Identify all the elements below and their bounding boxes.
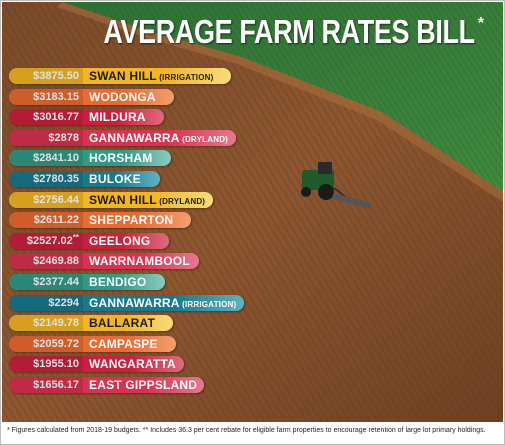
category-label: HORSHAM xyxy=(89,150,152,166)
category-label: GANNAWARRA (IRRIGATION) xyxy=(89,295,236,311)
value-text: $1955.10 xyxy=(33,358,79,371)
category-label: SWAN HILL (DRYLAND) xyxy=(89,192,205,208)
category-qualifier: (IRRIGATION) xyxy=(156,73,214,82)
value-label: $2756.44 xyxy=(9,191,83,208)
value-label: $1656.17 xyxy=(9,377,83,393)
category-label: BALLARAT xyxy=(89,315,155,331)
value-label: $2149.78 xyxy=(9,315,83,332)
category-label: GANNAWARRA (DRYLAND) xyxy=(89,130,228,146)
category-label: SWAN HILL (IRRIGATION) xyxy=(89,68,213,84)
category-text: WARRNAMBOOL xyxy=(89,254,190,269)
value-text: $2878 xyxy=(48,131,79,144)
category-text: BENDIGO xyxy=(89,275,147,289)
category-text: GANNAWARRA xyxy=(89,130,180,145)
category-text: CAMPASPE xyxy=(89,336,158,351)
category-text: BULOKE xyxy=(89,172,141,186)
value-text: $2780.35 xyxy=(33,173,79,185)
value-text: $2059.72 xyxy=(33,337,79,350)
value-text: $2756.44 xyxy=(33,193,79,206)
value-label: $2841.10 xyxy=(9,150,83,167)
value-text: $3183.15 xyxy=(33,90,79,103)
category-text: SWAN HILL xyxy=(89,192,157,207)
category-label: WANGARATTA xyxy=(89,356,176,372)
value-text: $2469.88 xyxy=(33,255,79,268)
category-qualifier: (DRYLAND) xyxy=(179,134,229,144)
category-label: EAST GIPPSLAND xyxy=(89,377,197,393)
category-text: SHEPPARTON xyxy=(89,213,174,228)
category-text: WODONGA xyxy=(89,89,156,104)
category-text: HORSHAM xyxy=(89,151,153,166)
category-qualifier: (IRRIGATION) xyxy=(179,299,237,309)
value-footnote-marker: ** xyxy=(72,232,79,242)
category-text: SWAN HILL xyxy=(89,69,157,83)
category-label: WARRNAMBOOL xyxy=(89,253,190,269)
category-label: MILDURA xyxy=(89,109,146,125)
value-text: $2149.78 xyxy=(33,317,79,330)
category-text: BALLARAT xyxy=(89,316,156,331)
value-text: $2527.02 xyxy=(26,234,73,247)
title-footnote-marker: * xyxy=(477,15,484,32)
tractor-icon xyxy=(301,162,373,210)
chart-title: AVERAGE FARM RATES BILL xyxy=(103,13,475,50)
category-label: SHEPPARTON xyxy=(89,212,173,228)
value-label: $2780.35 xyxy=(9,171,83,187)
category-qualifier: (DRYLAND) xyxy=(156,196,206,206)
value-label: $2611.22 xyxy=(9,212,83,229)
category-label: BENDIGO xyxy=(89,274,146,290)
bar-rows: $3875.50 SWAN HILL (IRRIGATION) $3183.15 WO… xyxy=(1,1,504,421)
footnote: * Figures calculated from 2018-19 budget… xyxy=(7,427,486,434)
value-text: $2294 xyxy=(48,296,79,309)
value-text: $2841.10 xyxy=(33,152,79,165)
category-label: GEELONG xyxy=(89,233,150,249)
category-text: EAST GIPPSLAND xyxy=(89,378,198,392)
value-label: $2377.44 xyxy=(9,274,83,290)
value-label: $2469.88 xyxy=(9,253,83,270)
value-text: $2377.44 xyxy=(33,276,79,288)
value-text: $3016.77 xyxy=(33,111,79,124)
category-label: BULOKE xyxy=(89,171,141,187)
value-label: $2527.02** xyxy=(9,232,83,249)
category-text: MILDURA xyxy=(89,110,146,125)
value-label: $1955.10 xyxy=(9,356,83,373)
category-text: GANNAWARRA xyxy=(89,295,180,310)
category-label: CAMPASPE xyxy=(89,336,158,352)
value-label: $2878 xyxy=(9,129,83,146)
value-label: $3016.77 xyxy=(9,109,83,126)
category-text: GEELONG xyxy=(89,233,151,248)
value-text: $3875.50 xyxy=(33,70,79,82)
value-label: $2294 xyxy=(9,294,83,311)
value-label: $3183.15 xyxy=(9,88,83,105)
value-label: $2059.72 xyxy=(9,335,83,352)
category-label: WODONGA xyxy=(89,89,156,105)
value-text: $2611.22 xyxy=(33,214,79,227)
category-text: WANGARATTA xyxy=(89,357,176,372)
value-text: $1656.17 xyxy=(33,379,79,391)
value-label: $3875.50 xyxy=(9,68,83,84)
